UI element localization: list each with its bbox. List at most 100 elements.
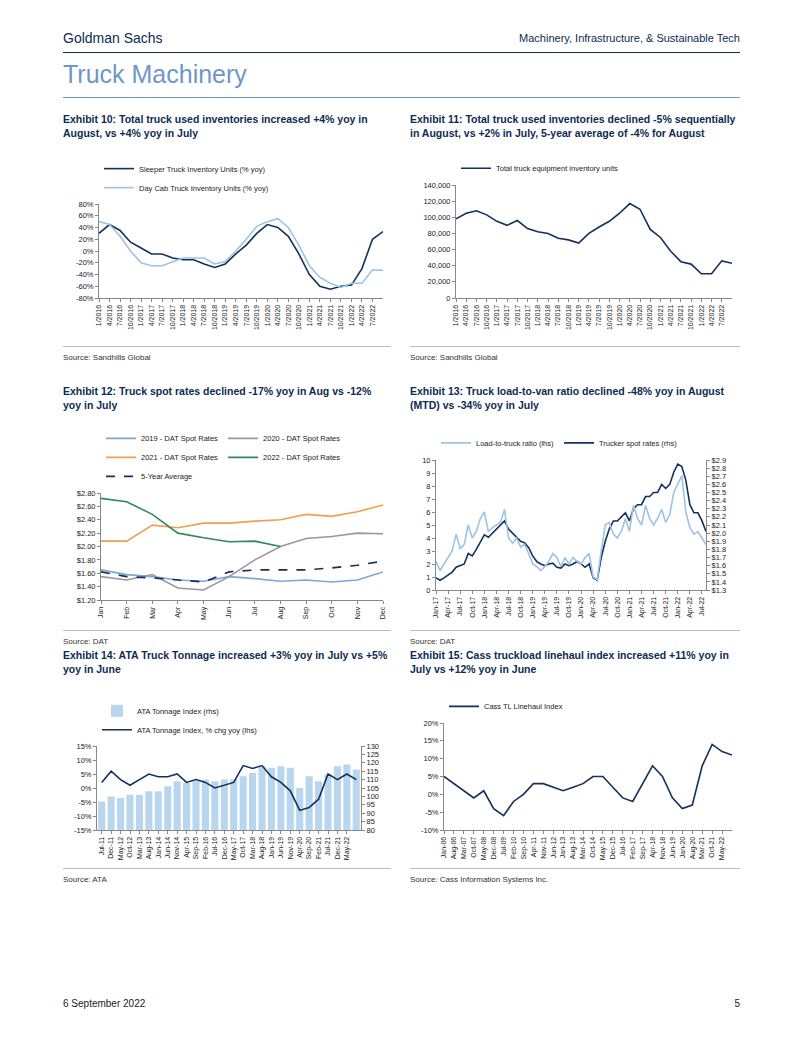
svg-text:Oct-20: Oct-20 xyxy=(614,597,621,618)
svg-text:Dec-08: Dec-08 xyxy=(490,837,497,860)
svg-text:6: 6 xyxy=(426,508,430,517)
svg-text:Apr-22: Apr-22 xyxy=(686,597,694,618)
svg-text:$1.3: $1.3 xyxy=(712,586,727,595)
svg-text:Trucker spot rates (rhs): Trucker spot rates (rhs) xyxy=(599,439,677,448)
svg-text:Sep-15: Sep-15 xyxy=(192,837,200,860)
svg-text:Jul-18: Jul-18 xyxy=(505,597,512,616)
svg-text:7/2018: 7/2018 xyxy=(200,305,207,327)
svg-text:Nov-18: Nov-18 xyxy=(659,837,666,860)
svg-text:20%: 20% xyxy=(78,235,93,244)
svg-text:5%: 5% xyxy=(428,772,439,781)
svg-text:1/2019: 1/2019 xyxy=(221,305,228,327)
svg-text:May: May xyxy=(200,606,208,620)
svg-text:10/2021: 10/2021 xyxy=(687,305,694,330)
svg-text:10/2016: 10/2016 xyxy=(127,305,134,330)
svg-text:$2.5: $2.5 xyxy=(712,488,727,497)
svg-text:Jan-20: Jan-20 xyxy=(679,837,686,859)
svg-text:10/2021: 10/2021 xyxy=(337,305,344,330)
svg-text:Nov-19: Nov-19 xyxy=(287,837,294,860)
svg-text:May-17: May-17 xyxy=(230,837,238,860)
svg-text:7/2020: 7/2020 xyxy=(636,305,643,327)
svg-text:100,000: 100,000 xyxy=(423,213,450,222)
svg-text:Jan-19: Jan-19 xyxy=(268,837,275,859)
svg-text:$2.40: $2.40 xyxy=(77,515,96,524)
svg-text:Nov-11: Nov-11 xyxy=(540,837,547,859)
svg-text:7/2020: 7/2020 xyxy=(285,305,292,327)
svg-text:7/2022: 7/2022 xyxy=(369,305,376,327)
svg-text:10: 10 xyxy=(422,456,430,465)
svg-text:80,000: 80,000 xyxy=(428,229,451,238)
svg-text:-20%: -20% xyxy=(76,258,94,267)
svg-text:10/2018: 10/2018 xyxy=(211,305,218,330)
svg-text:$2.00: $2.00 xyxy=(77,542,96,551)
svg-text:$2.20: $2.20 xyxy=(77,529,96,538)
svg-text:Apr: Apr xyxy=(174,606,182,618)
svg-text:$1.5: $1.5 xyxy=(712,569,727,578)
svg-text:ATA Tonnage Index (rhs): ATA Tonnage Index (rhs) xyxy=(137,707,219,716)
svg-text:2020 - DAT Spot Rates: 2020 - DAT Spot Rates xyxy=(263,434,340,443)
svg-text:Apr-18: Apr-18 xyxy=(649,837,657,858)
svg-text:40%: 40% xyxy=(78,223,93,232)
svg-text:1/2022: 1/2022 xyxy=(698,305,705,327)
svg-text:10/2016: 10/2016 xyxy=(483,305,490,330)
svg-text:Cass TL Linehaul Index: Cass TL Linehaul Index xyxy=(484,702,563,711)
svg-text:Jul-17: Jul-17 xyxy=(456,597,463,616)
svg-text:Jan-19: Jan-19 xyxy=(529,597,536,619)
svg-text:Oct-07: Oct-07 xyxy=(470,837,477,858)
svg-text:Jan-14: Jan-14 xyxy=(155,837,162,859)
svg-text:10%: 10% xyxy=(76,756,91,765)
svg-text:Apr-21: Apr-21 xyxy=(638,597,646,618)
svg-text:2022 - DAT Spot Rates: 2022 - DAT Spot Rates xyxy=(263,453,340,462)
svg-text:2: 2 xyxy=(426,560,430,569)
svg-text:7/2018: 7/2018 xyxy=(554,305,561,327)
svg-text:60,000: 60,000 xyxy=(428,245,451,254)
svg-text:Mar-18: Mar-18 xyxy=(249,837,256,859)
svg-text:Jun-14: Jun-14 xyxy=(164,837,171,859)
svg-text:$2.80: $2.80 xyxy=(77,489,96,498)
svg-text:2021 - DAT Spot Rates: 2021 - DAT Spot Rates xyxy=(141,453,218,462)
svg-text:Aug-13: Aug-13 xyxy=(569,837,577,860)
svg-text:4/2020: 4/2020 xyxy=(274,305,281,327)
svg-text:-80%: -80% xyxy=(76,294,94,303)
svg-text:4/2021: 4/2021 xyxy=(316,305,323,327)
svg-text:Aug: Aug xyxy=(277,607,285,620)
svg-text:4/2021: 4/2021 xyxy=(667,305,674,327)
svg-text:0%: 0% xyxy=(81,784,92,793)
svg-text:9: 9 xyxy=(426,469,430,478)
svg-text:1/2018: 1/2018 xyxy=(179,305,186,327)
svg-text:Apr-11: Apr-11 xyxy=(530,837,538,858)
svg-text:20%: 20% xyxy=(423,719,438,728)
svg-text:Aug-20: Aug-20 xyxy=(689,837,697,860)
svg-text:Dec-16: Dec-16 xyxy=(221,837,228,860)
svg-text:7/2019: 7/2019 xyxy=(595,305,602,327)
svg-text:Feb-10: Feb-10 xyxy=(510,837,517,859)
svg-text:15%: 15% xyxy=(76,742,91,751)
svg-text:Mar-07: Mar-07 xyxy=(460,837,467,859)
svg-text:Mar-21: Mar-21 xyxy=(698,837,705,859)
svg-text:40,000: 40,000 xyxy=(428,261,451,270)
svg-text:May-22: May-22 xyxy=(718,837,726,860)
svg-text:$2.3: $2.3 xyxy=(712,504,727,513)
svg-text:Aug-18: Aug-18 xyxy=(258,837,266,860)
svg-text:80%: 80% xyxy=(78,200,93,209)
svg-text:4/2022: 4/2022 xyxy=(708,305,715,327)
svg-text:120: 120 xyxy=(367,758,380,767)
svg-text:4/2022: 4/2022 xyxy=(358,305,365,327)
svg-text:5%: 5% xyxy=(81,770,92,779)
svg-text:$2.1: $2.1 xyxy=(712,521,727,530)
svg-text:1/2020: 1/2020 xyxy=(616,305,623,327)
svg-text:Oct-17: Oct-17 xyxy=(239,837,246,858)
svg-text:10/2019: 10/2019 xyxy=(606,305,613,330)
svg-text:10/2018: 10/2018 xyxy=(565,305,572,330)
svg-text:4/2016: 4/2016 xyxy=(106,305,113,327)
svg-text:Jun-19: Jun-19 xyxy=(669,837,676,859)
svg-text:Load-to-truck ratio (lhs): Load-to-truck ratio (lhs) xyxy=(476,439,554,448)
svg-text:1/2021: 1/2021 xyxy=(657,305,664,327)
svg-text:Dec-11: Dec-11 xyxy=(107,837,114,859)
svg-text:Day Cab Truck Inventory Units: Day Cab Truck Inventory Units (% yoy) xyxy=(139,184,269,193)
svg-text:Oct-17: Oct-17 xyxy=(469,597,476,618)
svg-text:4: 4 xyxy=(426,534,430,543)
svg-text:1/2019: 1/2019 xyxy=(575,305,582,327)
svg-text:1/2017: 1/2017 xyxy=(493,305,500,327)
svg-text:Oct-12: Oct-12 xyxy=(126,837,133,858)
